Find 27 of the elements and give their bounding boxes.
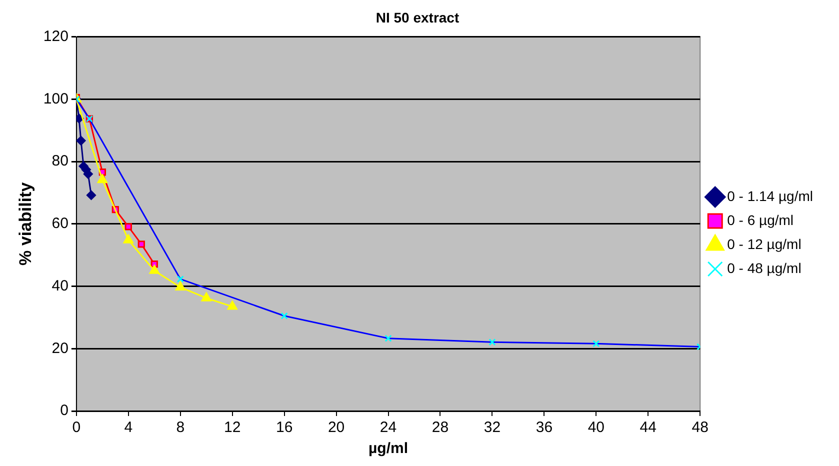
- x-tick-label: 36: [536, 419, 553, 436]
- legend-label: 0 - 6 µg/ml: [727, 212, 794, 228]
- chart-title: NI 50 extract: [376, 9, 460, 26]
- x-tick-label: 4: [124, 419, 133, 436]
- legend-label: 0 - 48 µg/ml: [727, 260, 802, 276]
- legend-label: 0 - 12 µg/ml: [727, 236, 802, 252]
- y-tick-label: 60: [52, 215, 68, 232]
- legend-label: 0 - 1.14 µg/ml: [727, 188, 814, 204]
- x-tick-label: 44: [640, 419, 656, 436]
- x-tick-label: 16: [276, 419, 293, 436]
- y-tick-label: 100: [43, 90, 68, 108]
- y-tick-label: 0: [60, 402, 68, 420]
- x-tick-label: 28: [432, 419, 449, 436]
- y-tick-label: 40: [52, 277, 68, 294]
- y-tick-label: 80: [52, 152, 68, 170]
- x-tick-label: 32: [484, 419, 501, 436]
- y-tick-label: 20: [52, 340, 68, 357]
- x-axis-title: µg/ml: [368, 440, 408, 458]
- x-tick-label: 12: [224, 419, 241, 436]
- x-tick-label: 20: [328, 419, 345, 436]
- y-tick-label: 120: [43, 28, 68, 45]
- x-tick-label: 0: [72, 419, 81, 436]
- y-axis-title: % viability: [16, 182, 35, 266]
- x-tick-label: 24: [380, 419, 397, 436]
- x-tick-label: 8: [176, 419, 185, 436]
- x-tick-label: 48: [692, 419, 708, 436]
- x-tick-label: 40: [588, 419, 605, 436]
